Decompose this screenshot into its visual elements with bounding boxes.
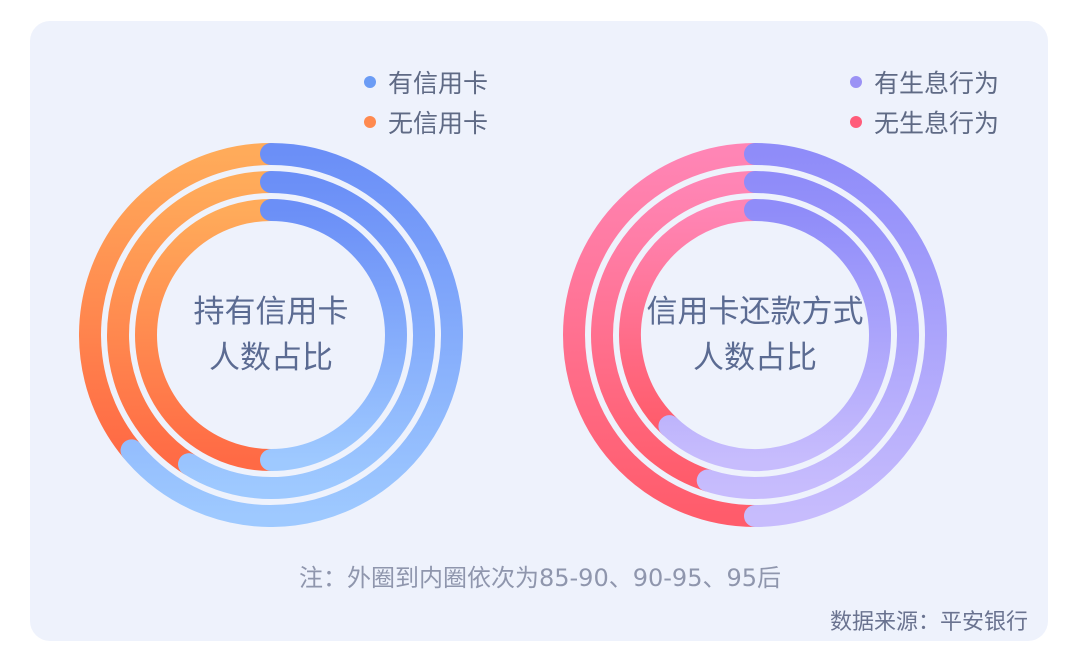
donut-svg xyxy=(79,143,463,527)
legend-dot-icon xyxy=(364,76,376,88)
ring-2-segment-b xyxy=(107,171,282,476)
ring-1-segment-b xyxy=(563,143,766,527)
ring-1-segment-a xyxy=(120,143,463,527)
legend-dot-icon xyxy=(850,116,862,128)
ring-1-segment-b xyxy=(79,143,282,462)
legend-item-has-card: 有信用卡 xyxy=(364,68,488,98)
ring-3-segment-a xyxy=(658,199,891,471)
donut-center-label: 持有信用卡 人数占比 xyxy=(79,143,463,527)
legend-label: 有信用卡 xyxy=(388,69,489,98)
ring-2-segment-a xyxy=(696,171,919,499)
ring-1-segment-a xyxy=(744,143,947,527)
legend-label: 无生息行为 xyxy=(874,109,1000,138)
ring-2-segment-b xyxy=(591,171,766,492)
legend-label: 无信用卡 xyxy=(388,109,489,138)
chart-note: 注：外圈到内圈依次为85-90、90-95、95后 xyxy=(298,564,781,592)
ring-3-segment-a xyxy=(260,199,407,471)
donut-center-label: 信用卡还款方式 人数占比 xyxy=(563,143,947,527)
center-label-line: 人数占比 xyxy=(209,340,333,376)
legend-label: 有生息行为 xyxy=(874,69,1000,98)
center-label-line: 信用卡还款方式 xyxy=(646,294,864,330)
legend-item-interest: 有生息行为 xyxy=(850,68,999,98)
ring-3-segment-b xyxy=(619,199,766,438)
ring-2-segment-a xyxy=(178,171,435,499)
legend-repayment: 有生息行为 无生息行为 xyxy=(850,68,999,138)
donut-chart-repayment: 信用卡还款方式 人数占比 xyxy=(563,143,947,527)
donut-chart-credit-card: 持有信用卡 人数占比 xyxy=(79,143,463,527)
data-source: 数据来源：平安银行 xyxy=(829,610,1028,635)
legend-item-no-card: 无信用卡 xyxy=(364,108,488,138)
center-label-line: 人数占比 xyxy=(693,340,817,376)
legend-credit-card: 有信用卡 无信用卡 xyxy=(364,68,488,138)
donut-svg xyxy=(563,143,947,527)
legend-dot-icon xyxy=(850,76,862,88)
ring-3-segment-b xyxy=(135,199,282,471)
legend-item-no-interest: 无生息行为 xyxy=(850,108,999,138)
center-label-line: 持有信用卡 xyxy=(193,294,349,330)
legend-dot-icon xyxy=(364,116,376,128)
